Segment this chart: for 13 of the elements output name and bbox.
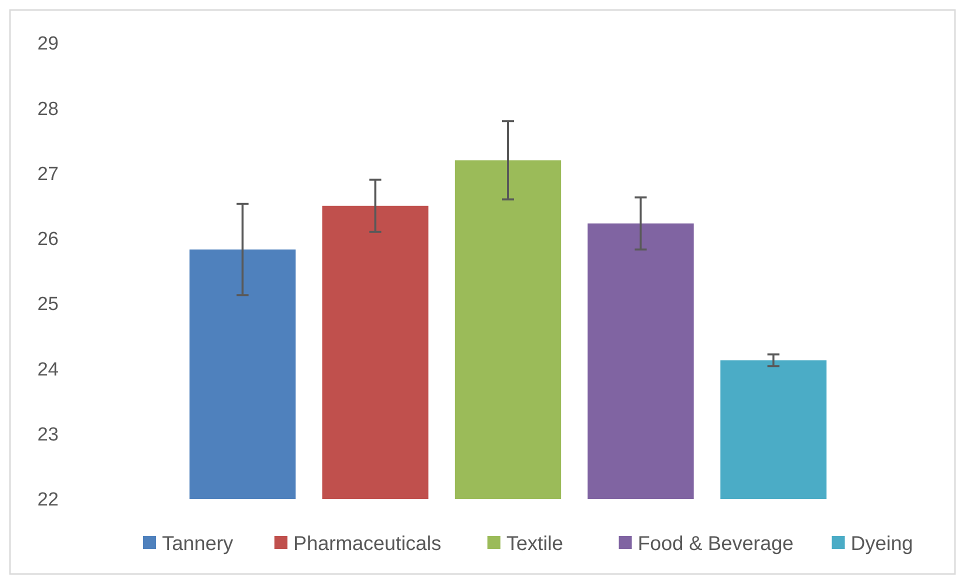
legend-label: Tannery bbox=[162, 533, 234, 555]
legend-label: Food & Beverage bbox=[638, 533, 794, 555]
y-tick-label: 28 bbox=[37, 98, 59, 120]
y-tick-label: 24 bbox=[37, 359, 59, 380]
y-tick-label: 29 bbox=[37, 34, 59, 55]
y-tick-label: 22 bbox=[37, 490, 59, 511]
legend-label: Pharmaceuticals bbox=[293, 533, 442, 555]
y-tick-label: 23 bbox=[37, 424, 59, 446]
y-tick-label: 27 bbox=[37, 164, 59, 185]
legend-label: Dyeing bbox=[850, 533, 914, 555]
y-tick-label: 26 bbox=[37, 229, 59, 250]
y-tick-label: 25 bbox=[37, 294, 59, 316]
legend-label: Textile bbox=[506, 533, 564, 555]
